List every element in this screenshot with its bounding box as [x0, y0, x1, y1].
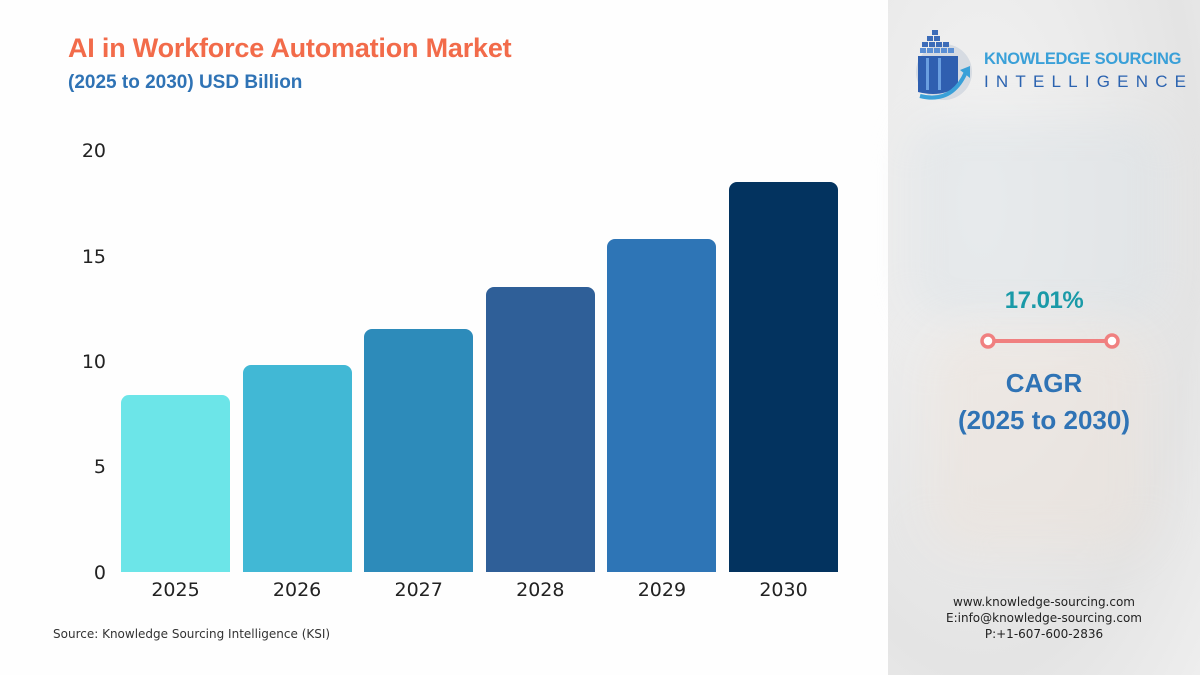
x-tick-2026: 2026 — [272, 579, 322, 601]
bar-2026 — [242, 365, 352, 572]
bar-2029 — [607, 238, 717, 572]
bar-2027 — [364, 329, 474, 572]
y-tick-5: 5 — [93, 456, 106, 478]
contact-website[interactable]: www.knowledge-sourcing.com — [953, 595, 1135, 609]
chart-title: AI in Workforce Automation Market — [68, 33, 512, 63]
brand-name-line2: INTELLIGENCE — [984, 72, 1194, 91]
y-tick-20: 20 — [81, 140, 106, 162]
contact-email[interactable]: E:info@knowledge-sourcing.com — [946, 611, 1142, 625]
chart-panel: AI in Workforce Automation Market (2025 … — [53, 33, 838, 641]
y-tick-15: 15 — [81, 246, 106, 268]
y-tick-10: 10 — [81, 351, 106, 373]
x-tick-2029: 2029 — [637, 579, 687, 601]
x-tick-2030: 2030 — [759, 579, 808, 601]
bar-2030 — [729, 181, 838, 572]
x-tick-2028: 2028 — [516, 579, 565, 601]
cagr-period: (2025 to 2030) — [958, 405, 1130, 435]
cagr-label: CAGR — [1005, 368, 1083, 398]
source-note: Source: Knowledge Sourcing Intelligence … — [53, 627, 331, 641]
bar-2028 — [485, 287, 595, 572]
bar-2025 — [121, 394, 230, 572]
x-tick-2027: 2027 — [394, 579, 443, 601]
chart-subtitle: (2025 to 2030) USD Billion — [68, 72, 303, 93]
brand-name-line1: KNOWLEDGE SOURCING — [984, 50, 1182, 68]
y-tick-0: 0 — [93, 562, 106, 584]
contact-phone: P:+1-607-600-2836 — [984, 627, 1104, 641]
background-blur — [908, 120, 1168, 320]
cagr-connector-icon — [980, 333, 1120, 349]
info-panel: KNOWLEDGE SOURCING INTELLIGENCE 17.01% C… — [888, 0, 1200, 675]
brand-logo: KNOWLEDGE SOURCING INTELLIGENCE — [912, 26, 1192, 106]
building-arrow-logo-icon — [916, 30, 972, 100]
cagr-value: 17.01% — [1004, 287, 1084, 314]
x-tick-2025: 2025 — [151, 579, 200, 601]
background-blur — [928, 330, 1148, 550]
